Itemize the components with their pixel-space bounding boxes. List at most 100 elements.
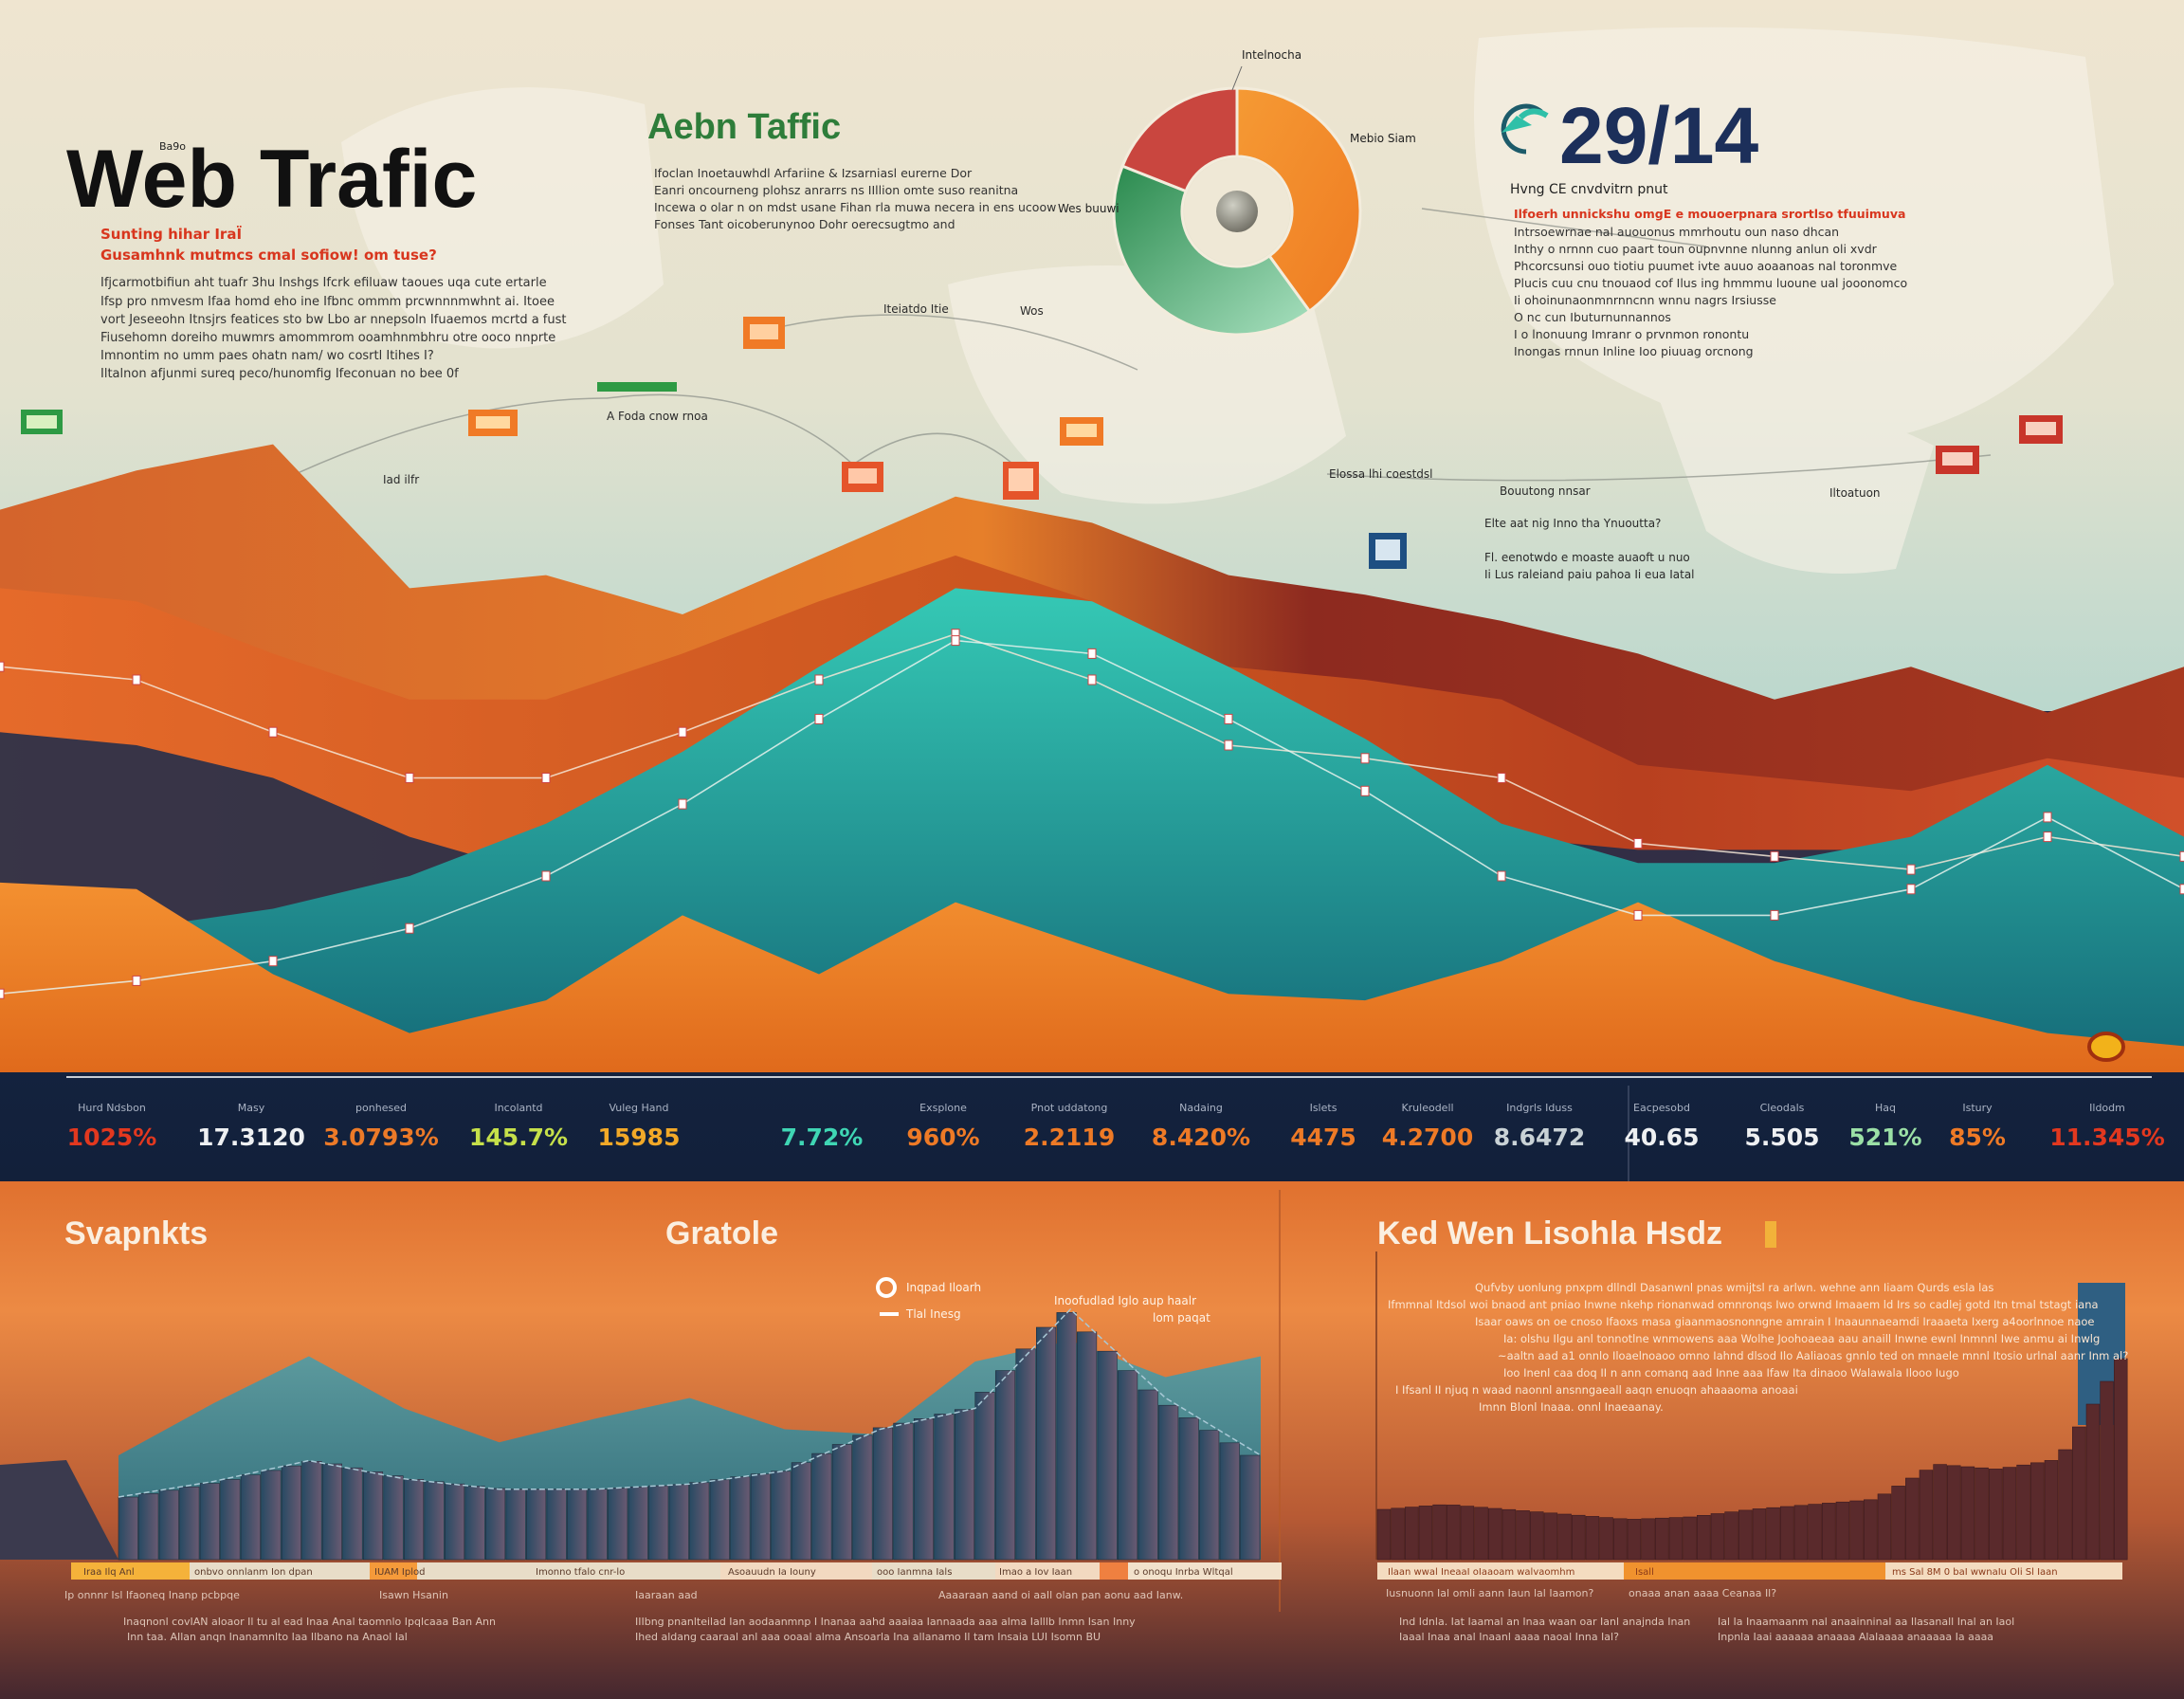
bar[interactable]	[608, 1488, 628, 1561]
map-marker-red[interactable]	[2019, 415, 2063, 444]
bar[interactable]	[1418, 1506, 1433, 1561]
bar[interactable]	[1474, 1507, 1488, 1561]
data-point[interactable]	[268, 956, 278, 967]
bar[interactable]	[485, 1488, 506, 1561]
data-point[interactable]	[1087, 648, 1097, 659]
legend-item[interactable]: onbvo onnlanm Ion dpan	[194, 1567, 313, 1578]
bar[interactable]	[1599, 1517, 1613, 1561]
bar[interactable]	[1891, 1486, 1905, 1561]
legend-item[interactable]: Asoauudn Ia Iouny	[728, 1567, 816, 1578]
map-marker-orange[interactable]	[1060, 417, 1103, 446]
bar[interactable]	[2016, 1464, 2030, 1561]
bar[interactable]	[526, 1489, 547, 1561]
data-point[interactable]	[678, 798, 687, 810]
bar[interactable]	[1752, 1508, 1767, 1561]
data-point[interactable]	[1633, 838, 1643, 849]
bar[interactable]	[872, 1427, 893, 1561]
bar[interactable]	[954, 1409, 975, 1561]
bar[interactable]	[1015, 1348, 1036, 1561]
map-marker-red[interactable]	[842, 462, 883, 492]
bar[interactable]	[1738, 1509, 1753, 1561]
bar[interactable]	[1641, 1518, 1655, 1561]
bar[interactable]	[1960, 1466, 1975, 1561]
bar[interactable]	[567, 1489, 588, 1561]
bar[interactable]	[1036, 1326, 1057, 1561]
data-point[interactable]	[405, 773, 414, 783]
map-marker-green[interactable]	[21, 410, 63, 434]
bar[interactable]	[1178, 1417, 1199, 1561]
bar[interactable]	[362, 1471, 384, 1561]
data-point[interactable]	[1770, 850, 1779, 862]
legend-item[interactable]: Iraa Ilq Anl	[83, 1567, 135, 1578]
data-point[interactable]	[814, 713, 824, 724]
data-point[interactable]	[1497, 870, 1506, 882]
bar[interactable]	[1530, 1511, 1544, 1561]
bar[interactable]	[240, 1474, 261, 1561]
data-point[interactable]	[1906, 884, 1916, 895]
bar[interactable]	[301, 1461, 322, 1561]
bar[interactable]	[403, 1479, 425, 1561]
bar[interactable]	[1793, 1505, 1809, 1561]
bar[interactable]	[1835, 1501, 1850, 1561]
bar[interactable]	[1219, 1442, 1240, 1561]
bar[interactable]	[2072, 1426, 2086, 1561]
bar[interactable]	[668, 1484, 689, 1561]
bar[interactable]	[1572, 1514, 1586, 1561]
bar[interactable]	[118, 1496, 138, 1561]
data-point[interactable]	[0, 988, 5, 999]
data-point[interactable]	[951, 635, 960, 647]
bar[interactable]	[1199, 1430, 1220, 1561]
bar[interactable]	[1933, 1464, 1947, 1561]
bar[interactable]	[709, 1479, 730, 1561]
data-point[interactable]	[541, 870, 551, 882]
bar[interactable]	[1766, 1507, 1780, 1561]
donut-slice[interactable]	[1112, 164, 1312, 337]
legend-item[interactable]: o onoqu Inrba Wltqal	[1134, 1567, 1233, 1578]
bar[interactable]	[1780, 1506, 1794, 1561]
bar[interactable]	[1683, 1516, 1697, 1561]
data-point[interactable]	[814, 674, 824, 685]
bar[interactable]	[1655, 1517, 1669, 1561]
bar[interactable]	[1557, 1513, 1572, 1561]
bar[interactable]	[689, 1482, 710, 1561]
bar[interactable]	[1056, 1312, 1077, 1561]
bar[interactable]	[791, 1462, 811, 1561]
bar[interactable]	[852, 1434, 873, 1561]
map-marker-red[interactable]	[1936, 446, 1979, 474]
bar[interactable]	[1613, 1518, 1628, 1561]
data-point[interactable]	[2179, 850, 2184, 862]
bar[interactable]	[1989, 1469, 2003, 1561]
bar[interactable]	[1138, 1389, 1158, 1561]
bar[interactable]	[424, 1481, 445, 1561]
bar[interactable]	[220, 1479, 241, 1561]
bar[interactable]	[342, 1467, 363, 1561]
bar[interactable]	[831, 1444, 852, 1561]
bar[interactable]	[1097, 1350, 1118, 1561]
bar[interactable]	[587, 1489, 608, 1561]
bar[interactable]	[1158, 1404, 1179, 1561]
bar[interactable]	[1710, 1513, 1725, 1561]
map-marker-blue[interactable]	[1369, 533, 1407, 569]
data-point[interactable]	[1906, 864, 1916, 875]
data-point[interactable]	[1224, 740, 1233, 751]
bar[interactable]	[546, 1489, 567, 1561]
bar[interactable]	[628, 1486, 648, 1561]
bar[interactable]	[1849, 1500, 1864, 1561]
bar[interactable]	[1627, 1519, 1642, 1561]
data-point[interactable]	[541, 773, 551, 783]
bar[interactable]	[2085, 1403, 2101, 1561]
bar[interactable]	[2044, 1460, 2059, 1561]
bar[interactable]	[1877, 1493, 1892, 1561]
bar[interactable]	[1724, 1511, 1738, 1561]
map-marker-orange[interactable]	[468, 410, 518, 436]
bar[interactable]	[1502, 1508, 1517, 1561]
bar[interactable]	[261, 1470, 282, 1561]
data-point[interactable]	[2179, 884, 2184, 895]
data-point[interactable]	[1224, 713, 1233, 724]
bar[interactable]	[383, 1475, 404, 1561]
bar[interactable]	[1864, 1499, 1878, 1561]
data-point[interactable]	[2043, 831, 2052, 843]
bar[interactable]	[1697, 1515, 1711, 1561]
bar[interactable]	[1376, 1508, 1392, 1561]
data-point[interactable]	[1497, 773, 1506, 783]
